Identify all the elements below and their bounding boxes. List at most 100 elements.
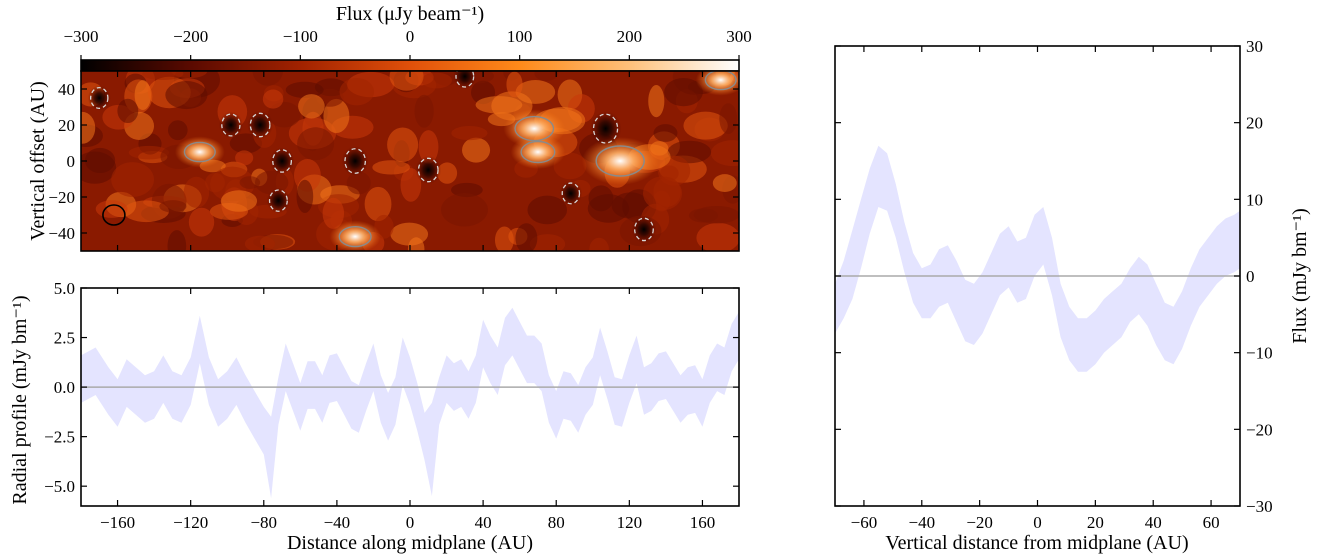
- map-texture-blob: [440, 193, 488, 227]
- colorbar-tick-label: 100: [507, 27, 533, 46]
- map-texture-blob: [372, 160, 410, 175]
- hot-spot: [581, 137, 659, 185]
- negative-contour: [249, 112, 271, 138]
- radial-x-tick-label: 40: [475, 513, 492, 532]
- map-texture-blob: [220, 190, 258, 212]
- map-texture-blob: [421, 72, 452, 89]
- map-texture-blob: [648, 84, 665, 118]
- colorbar-bar: [81, 60, 739, 71]
- colorbar-tick-label: −100: [283, 27, 318, 46]
- map-texture-blob: [128, 145, 170, 160]
- negative-contour: [221, 113, 241, 137]
- positive-contour: [704, 71, 737, 91]
- positive-contour: [183, 141, 216, 163]
- map-texture-blob: [451, 126, 488, 141]
- cold-spot: [589, 111, 622, 147]
- radial-y-tick-label: 0.0: [54, 378, 75, 397]
- flux-map-panel: 40 20 0 −20 −40 Vertical offset (AU): [27, 70, 740, 252]
- map-texture-blob: [84, 147, 116, 174]
- flux-map-image: [81, 71, 739, 251]
- positive-contour: [520, 140, 556, 164]
- map-texture-blob: [322, 197, 345, 229]
- radial-x-tick-label: −160: [100, 513, 135, 532]
- map-texture-blob: [437, 162, 458, 184]
- radial-profile-panel: 5.0 2.5 0.0 −2.5 −5.0 −160 −120 −80 −40 0 40 80 120…: [9, 279, 740, 554]
- map-texture-blob: [506, 71, 523, 98]
- map-texture-blob: [642, 176, 683, 211]
- map-texture-blob: [346, 171, 371, 195]
- map-texture-blob: [239, 176, 261, 189]
- map-texture-blob: [364, 186, 392, 222]
- map-texture-blob: [188, 207, 215, 237]
- map-texture-blob: [323, 98, 350, 134]
- vertical-y-tick-label: 0: [1246, 267, 1255, 286]
- hot-spot: [329, 220, 381, 251]
- map-texture-blob: [693, 206, 739, 224]
- map-texture-blob: [400, 167, 422, 202]
- map-texture-blob: [534, 71, 559, 81]
- positive-contour: [595, 145, 645, 177]
- map-texture-blob: [117, 98, 139, 124]
- negative-contour: [90, 87, 109, 110]
- map-texture-blob: [262, 89, 284, 109]
- map-texture-blob: [494, 226, 514, 251]
- map-texture-blob: [205, 172, 225, 193]
- radial-x-tick-label: 120: [617, 513, 643, 532]
- vertical-y-tick-label: 30: [1246, 37, 1263, 56]
- map-texture-blob: [183, 176, 210, 208]
- radial-y-ticks: 5.0 2.5 0.0 −2.5 −5.0: [44, 279, 739, 496]
- map-texture-blob: [298, 94, 325, 119]
- map-texture-blob: [515, 80, 556, 104]
- map-texture-blob: [267, 101, 301, 128]
- cold-spot: [269, 147, 295, 175]
- map-contours: [90, 71, 737, 248]
- negative-contour: [268, 189, 288, 212]
- map-cold-spots: [87, 71, 657, 244]
- vertical-x-tick-label: 60: [1203, 513, 1220, 532]
- hot-spot: [510, 135, 566, 169]
- vertical-y-tick-label: 20: [1246, 114, 1263, 133]
- vertical-x-tick-label: 0: [1033, 513, 1042, 532]
- map-texture-blob: [244, 235, 275, 251]
- colorbar-ticks: −300 −200 −100 0 100 200 300: [63, 27, 752, 60]
- cold-spot: [631, 215, 657, 244]
- map-texture-blob: [285, 81, 324, 98]
- vertical-profile-band: [835, 145, 1240, 372]
- map-texture-blob: [252, 71, 283, 86]
- map-texture-blob: [296, 179, 314, 213]
- vertical-x-tick-label: −40: [908, 513, 935, 532]
- map-texture-blob: [653, 124, 678, 142]
- map-x-ticks: [116, 71, 704, 251]
- radial-y-tick-label: −2.5: [44, 428, 75, 447]
- vertical-y-label: Flux (mJy bm⁻¹): [1289, 208, 1311, 343]
- negative-contour: [634, 217, 654, 242]
- colorbar: Flux (μJy beam⁻¹) −300 −200 −100 0 100 200 300: [63, 3, 752, 72]
- vertical-x-tick-label: 40: [1145, 513, 1162, 532]
- map-texture-blob: [123, 200, 169, 223]
- vertical-x-label: Vertical distance from midplane (AU): [885, 532, 1188, 554]
- cold-spot: [341, 146, 369, 176]
- map-texture-blob: [167, 230, 187, 251]
- map-texture-blob: [389, 71, 424, 91]
- map-texture-blob: [664, 78, 703, 107]
- colorbar-tick-label: 300: [726, 27, 752, 46]
- radial-x-ticks: −160 −120 −80 −40 0 40 80 120 160: [100, 288, 715, 532]
- beam-ellipse: [102, 204, 126, 226]
- radial-y-label: Radial profile (mJy bm⁻¹): [9, 295, 31, 504]
- map-texture-blob: [527, 195, 568, 225]
- cold-spot: [218, 111, 243, 139]
- map-y-tick-label: −40: [48, 224, 75, 243]
- vertical-x-tick-label: −20: [966, 513, 993, 532]
- map-texture-blob: [159, 200, 187, 213]
- map-y-tick-label: −20: [48, 188, 75, 207]
- map-y-ticks: 40 20 0 −20 −40: [48, 80, 739, 243]
- map-texture-blob: [683, 111, 728, 140]
- negative-contour: [417, 157, 439, 183]
- map-texture-blob: [587, 194, 630, 223]
- map-texture-blob: [589, 237, 609, 251]
- radial-y-tick-label: 2.5: [54, 329, 75, 348]
- map-texture-blob: [111, 162, 155, 197]
- map-hot-spots: [174, 71, 739, 251]
- map-texture-blob: [475, 96, 523, 114]
- map-texture-blob: [81, 111, 96, 144]
